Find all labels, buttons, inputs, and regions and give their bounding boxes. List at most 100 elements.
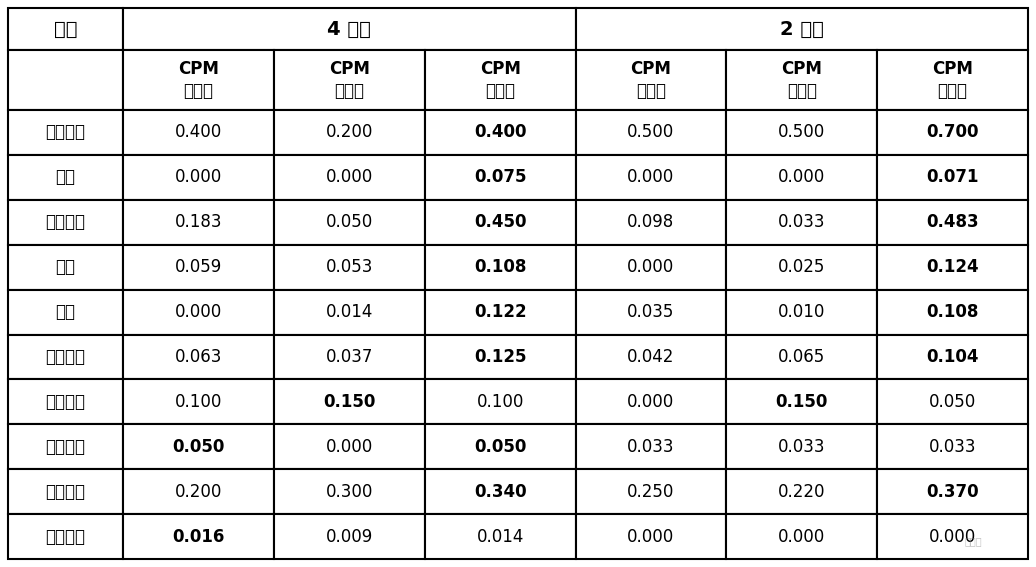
Bar bbox=[123, 155, 274, 200]
Text: 0.183: 0.183 bbox=[175, 213, 222, 231]
Bar bbox=[8, 245, 123, 290]
Bar bbox=[877, 290, 1028, 335]
Text: 0.150: 0.150 bbox=[776, 393, 828, 411]
Text: 0.000: 0.000 bbox=[778, 527, 826, 545]
Text: 0.125: 0.125 bbox=[473, 348, 526, 366]
Bar bbox=[274, 514, 425, 559]
Text: 0.000: 0.000 bbox=[929, 527, 976, 545]
Bar bbox=[877, 110, 1028, 155]
Text: 0.050: 0.050 bbox=[929, 393, 976, 411]
Bar bbox=[8, 290, 123, 335]
Bar bbox=[576, 290, 726, 335]
Bar bbox=[576, 50, 726, 110]
Text: 0.050: 0.050 bbox=[172, 438, 225, 456]
Bar bbox=[877, 50, 1028, 110]
Bar bbox=[726, 290, 877, 335]
Bar bbox=[274, 155, 425, 200]
Bar bbox=[425, 110, 576, 155]
Bar bbox=[8, 379, 123, 424]
Text: 0.050: 0.050 bbox=[473, 438, 526, 456]
Text: 0.108: 0.108 bbox=[473, 258, 526, 276]
Text: 全名: 全名 bbox=[56, 303, 76, 321]
Bar bbox=[8, 335, 123, 379]
Text: 0.250: 0.250 bbox=[627, 483, 674, 501]
Text: 0.200: 0.200 bbox=[175, 483, 222, 501]
Text: 涉及领域: 涉及领域 bbox=[46, 348, 86, 366]
Text: 0.108: 0.108 bbox=[926, 303, 979, 321]
Text: CPM: CPM bbox=[328, 60, 370, 78]
Text: 主要作物: 主要作物 bbox=[46, 393, 86, 411]
Text: 0.100: 0.100 bbox=[477, 393, 524, 411]
Text: 4 样本: 4 样本 bbox=[327, 19, 371, 39]
Bar bbox=[726, 110, 877, 155]
Text: 0.071: 0.071 bbox=[926, 168, 979, 187]
Bar bbox=[576, 424, 726, 469]
Text: 0.500: 0.500 bbox=[778, 124, 826, 141]
Text: 0.122: 0.122 bbox=[473, 303, 526, 321]
Text: 0.033: 0.033 bbox=[778, 438, 826, 456]
Text: 0.033: 0.033 bbox=[778, 213, 826, 231]
Text: 0.009: 0.009 bbox=[325, 527, 373, 545]
Text: 0.033: 0.033 bbox=[627, 438, 674, 456]
Text: 0.450: 0.450 bbox=[473, 213, 526, 231]
Text: 0.700: 0.700 bbox=[926, 124, 979, 141]
Bar bbox=[576, 335, 726, 379]
Bar bbox=[576, 514, 726, 559]
Bar bbox=[123, 8, 576, 50]
Text: （小）: （小） bbox=[183, 82, 213, 100]
Text: 0.370: 0.370 bbox=[926, 483, 979, 501]
Text: 0.000: 0.000 bbox=[627, 258, 674, 276]
Bar bbox=[274, 424, 425, 469]
Bar bbox=[425, 379, 576, 424]
Bar bbox=[274, 245, 425, 290]
Text: CPM: CPM bbox=[178, 60, 219, 78]
Text: 0.000: 0.000 bbox=[627, 527, 674, 545]
Text: 0.037: 0.037 bbox=[325, 348, 373, 366]
Bar bbox=[123, 379, 274, 424]
Text: 0.220: 0.220 bbox=[778, 483, 826, 501]
Text: 0.063: 0.063 bbox=[175, 348, 222, 366]
Text: 0.000: 0.000 bbox=[627, 168, 674, 187]
Bar bbox=[877, 514, 1028, 559]
Bar bbox=[425, 290, 576, 335]
Bar bbox=[726, 424, 877, 469]
Bar bbox=[576, 8, 1028, 50]
Bar bbox=[877, 200, 1028, 245]
Text: 0.033: 0.033 bbox=[929, 438, 976, 456]
Text: 2 样本: 2 样本 bbox=[780, 19, 824, 39]
Bar bbox=[123, 110, 274, 155]
Text: （中）: （中） bbox=[335, 82, 365, 100]
Text: （中）: （中） bbox=[786, 82, 816, 100]
Text: 首任总统: 首任总统 bbox=[46, 527, 86, 545]
Bar bbox=[425, 514, 576, 559]
Bar bbox=[877, 469, 1028, 514]
Text: CPM: CPM bbox=[631, 60, 671, 78]
Text: 0.000: 0.000 bbox=[627, 393, 674, 411]
Bar bbox=[576, 200, 726, 245]
Bar bbox=[726, 200, 877, 245]
Bar bbox=[425, 50, 576, 110]
Bar bbox=[726, 514, 877, 559]
Text: 商品品牌: 商品品牌 bbox=[46, 213, 86, 231]
Text: 0.050: 0.050 bbox=[325, 213, 373, 231]
Text: 0.483: 0.483 bbox=[926, 213, 979, 231]
Text: 0.000: 0.000 bbox=[325, 438, 373, 456]
Text: 所在国家: 所在国家 bbox=[46, 438, 86, 456]
Bar bbox=[274, 469, 425, 514]
Bar bbox=[8, 155, 123, 200]
Text: 0.000: 0.000 bbox=[325, 168, 373, 187]
Text: 0.059: 0.059 bbox=[175, 258, 222, 276]
Bar bbox=[576, 379, 726, 424]
Bar bbox=[877, 335, 1028, 379]
Bar bbox=[726, 50, 877, 110]
Bar bbox=[274, 335, 425, 379]
Bar bbox=[726, 155, 877, 200]
Text: 0.010: 0.010 bbox=[778, 303, 826, 321]
Bar bbox=[726, 469, 877, 514]
Bar bbox=[425, 469, 576, 514]
Text: 0.124: 0.124 bbox=[926, 258, 979, 276]
Bar bbox=[274, 200, 425, 245]
Bar bbox=[8, 200, 123, 245]
Bar bbox=[576, 245, 726, 290]
Text: 学科: 学科 bbox=[56, 258, 76, 276]
